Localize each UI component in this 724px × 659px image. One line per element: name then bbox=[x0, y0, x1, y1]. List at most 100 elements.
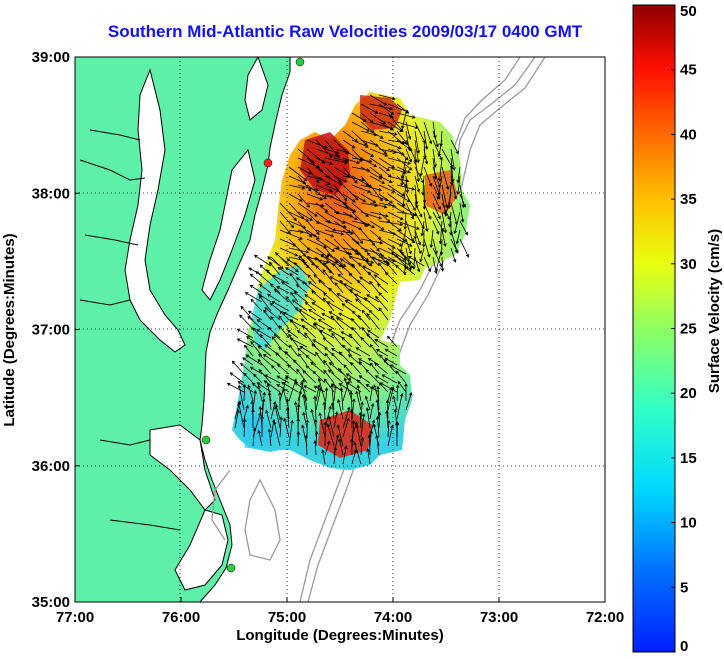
velocity-vector bbox=[337, 367, 353, 384]
velocity-vector bbox=[271, 336, 281, 348]
velocity-vector bbox=[288, 211, 310, 222]
velocity-vector bbox=[257, 358, 272, 375]
velocity-vector bbox=[245, 354, 263, 366]
velocity-vector bbox=[349, 408, 354, 429]
velocity-vector bbox=[369, 280, 380, 294]
colorbar-tick-label: 10 bbox=[680, 515, 697, 532]
velocity-vector bbox=[386, 262, 398, 276]
velocity-vector bbox=[315, 247, 329, 258]
velocity-vector bbox=[369, 175, 386, 184]
velocity-vector bbox=[303, 385, 317, 393]
velocity-vector bbox=[297, 175, 312, 192]
velocity-vector bbox=[270, 400, 277, 420]
velocity-vector bbox=[324, 387, 329, 411]
velocity-vector bbox=[306, 202, 325, 208]
velocity-vector bbox=[237, 384, 245, 411]
velocity-vector bbox=[270, 256, 284, 270]
velocity-vector bbox=[249, 273, 263, 285]
velocity-vector bbox=[342, 211, 359, 221]
velocity-vector bbox=[315, 351, 326, 366]
velocity-vector bbox=[294, 401, 299, 420]
velocity-vector bbox=[355, 390, 362, 411]
velocity-vector bbox=[297, 378, 305, 402]
velocity-vector bbox=[330, 352, 344, 366]
velocity-vector bbox=[270, 364, 281, 375]
velocity-vector bbox=[387, 386, 393, 402]
velocity-vector bbox=[300, 318, 317, 330]
velocity-vector bbox=[421, 229, 426, 248]
velocity-vector bbox=[322, 337, 335, 348]
velocity-vector bbox=[397, 380, 407, 393]
velocity-vector bbox=[314, 418, 318, 438]
velocity-vector bbox=[387, 220, 402, 232]
velocity-vector bbox=[249, 284, 263, 294]
velocity-vector bbox=[260, 415, 264, 438]
velocity-vector bbox=[267, 326, 281, 339]
velocity-vector bbox=[336, 293, 353, 303]
velocity-vector bbox=[351, 139, 369, 148]
colorbar-tick-label: 20 bbox=[680, 385, 697, 402]
velocity-vector bbox=[310, 408, 317, 429]
velocity-vector bbox=[360, 103, 379, 114]
grid bbox=[75, 57, 605, 602]
velocity-vector bbox=[351, 448, 357, 465]
river bbox=[79, 299, 131, 306]
velocity-vector bbox=[369, 103, 394, 111]
albemarle-sound bbox=[149, 424, 216, 511]
velocity-vector bbox=[355, 347, 371, 357]
velocity-vector bbox=[287, 364, 299, 375]
velocity-vector bbox=[298, 353, 308, 366]
y-axis-ticks: 35:00 36:00 37:00 38:00 39:00 bbox=[32, 49, 80, 611]
velocity-vector bbox=[264, 307, 281, 321]
velocity-vector bbox=[355, 298, 371, 312]
velocity-vector bbox=[339, 258, 353, 267]
velocity-vector bbox=[333, 229, 355, 235]
velocity-vector bbox=[324, 440, 331, 456]
velocity-coverage bbox=[232, 92, 470, 470]
velocity-vector bbox=[432, 193, 441, 211]
velocity-vector bbox=[269, 283, 281, 294]
velocity-vector bbox=[247, 384, 254, 402]
velocity-vector bbox=[288, 378, 297, 402]
velocity-vector bbox=[333, 184, 348, 202]
velocity-vector bbox=[432, 247, 443, 268]
velocity-vector bbox=[338, 383, 353, 393]
velocity-vector bbox=[289, 272, 299, 285]
velocity-vector bbox=[274, 405, 281, 429]
velocity-vector bbox=[423, 238, 431, 258]
velocity-vector bbox=[405, 202, 415, 220]
velocity-vector bbox=[315, 384, 321, 402]
velocity-vector bbox=[307, 281, 326, 294]
velocity-vector bbox=[358, 375, 371, 384]
velocity-vector bbox=[243, 372, 254, 384]
velocity-vector bbox=[432, 130, 439, 148]
velocity-vector bbox=[369, 362, 380, 375]
velocity-vector bbox=[429, 229, 434, 249]
velocity-vector bbox=[242, 418, 247, 438]
velocity-vector bbox=[333, 384, 338, 402]
velocity-vector bbox=[395, 370, 407, 384]
velocity-vector bbox=[288, 184, 306, 190]
velocity-vector bbox=[351, 121, 370, 132]
velocity-vector bbox=[432, 220, 440, 235]
velocity-vector bbox=[333, 247, 353, 256]
velocity-vector bbox=[262, 354, 281, 366]
velocity-vector bbox=[258, 368, 272, 384]
velocity-vector bbox=[357, 314, 371, 330]
velocity-vector bbox=[351, 202, 369, 217]
velocity-vector bbox=[358, 411, 363, 429]
velocity-vector bbox=[367, 271, 380, 285]
velocity-vector bbox=[304, 294, 317, 303]
velocity-vector bbox=[288, 247, 310, 254]
velocity-vector bbox=[267, 428, 272, 447]
velocity-vector bbox=[355, 424, 362, 447]
velocity-vector bbox=[378, 130, 398, 136]
low-velocity-region bbox=[240, 415, 275, 448]
velocity-vector bbox=[265, 409, 272, 429]
velocity-vector bbox=[369, 112, 387, 125]
velocity-vector bbox=[330, 383, 335, 411]
velocity-vector bbox=[288, 419, 294, 447]
station-marker bbox=[226, 563, 236, 573]
velocity-vector bbox=[324, 139, 340, 159]
velocity-vector bbox=[315, 139, 333, 159]
